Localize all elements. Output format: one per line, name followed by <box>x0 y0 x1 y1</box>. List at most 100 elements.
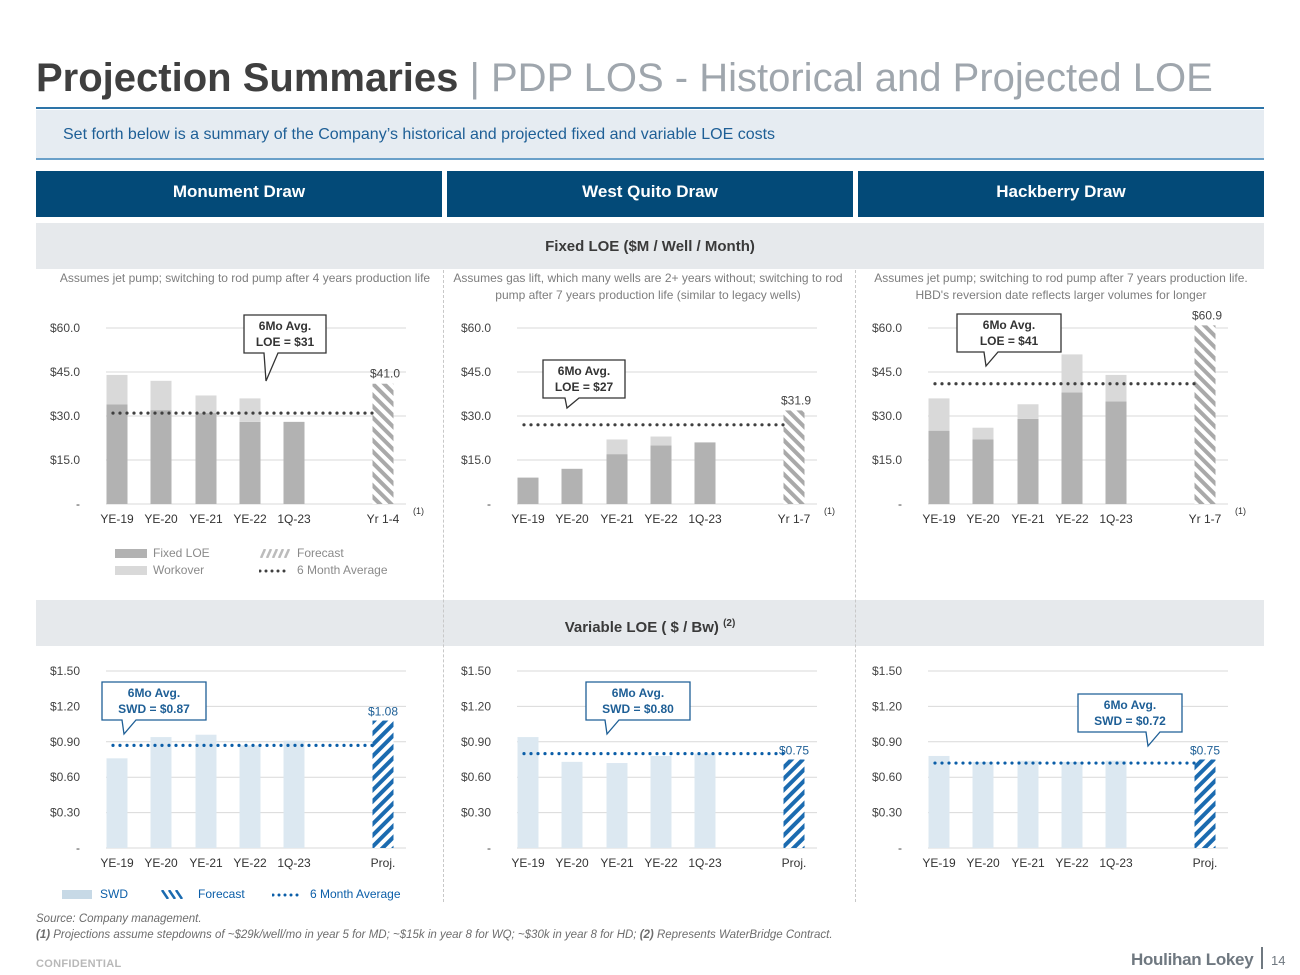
x-tick-label: YE-21 <box>600 512 634 526</box>
bar-forecast <box>372 383 394 504</box>
x-tick-label: YE-20 <box>144 856 178 870</box>
x-tick-label: 1Q-23 <box>1099 512 1133 526</box>
bar-fixed-loe <box>106 404 128 504</box>
y-tick-label: - <box>76 841 80 855</box>
note-hackberry: Assumes jet pump; switching to rod pump … <box>874 271 1248 302</box>
y-tick-label: $0.60 <box>872 770 902 784</box>
x-tick-label: YE-19 <box>922 512 956 526</box>
forecast-data-label: $60.9 <box>1192 308 1222 322</box>
bar-fixed-loe <box>239 421 261 504</box>
y-tick-label: $30.0 <box>461 409 491 423</box>
bar-workover <box>150 380 172 411</box>
y-tick-label: $0.90 <box>872 735 902 749</box>
bar-swd <box>928 755 950 848</box>
x-tick-label: YE-20 <box>144 512 178 526</box>
x-tick-label: YE-21 <box>600 856 634 870</box>
source-note: Source: Company management. <box>36 913 202 925</box>
x-tick-label: 1Q-23 <box>277 856 311 870</box>
bar-fixed-loe <box>650 445 672 504</box>
column-divider-2 <box>855 270 856 902</box>
avg-callout-title: 6Mo Avg. <box>259 319 311 333</box>
x-tick-label: YE-19 <box>100 856 134 870</box>
avg-callout-title: 6Mo Avg. <box>612 686 664 700</box>
forecast-data-label: $0.75 <box>779 744 809 758</box>
y-tick-label: $30.0 <box>872 409 902 423</box>
note-monument: Assumes jet pump; switching to rod pump … <box>59 271 431 285</box>
bar-swd <box>1061 761 1083 848</box>
y-tick-label: $45.0 <box>50 365 80 379</box>
forecast-data-label: $0.75 <box>1190 744 1220 758</box>
page-number: 14 <box>1271 953 1286 968</box>
footnote-2-text: Represents WaterBridge Contract. <box>653 929 833 941</box>
y-tick-label: $0.90 <box>50 735 80 749</box>
y-tick-label: $30.0 <box>50 409 80 423</box>
legend-workover-label: Workover <box>153 563 205 577</box>
page-title-main: Projection Summaries <box>36 56 459 100</box>
bar-workover <box>972 427 994 440</box>
bar-swd <box>195 734 217 848</box>
avg-callout: 6Mo Avg. LOE = $41 <box>956 313 1062 368</box>
title-rule <box>36 107 1264 109</box>
page-title-separator: | <box>458 56 491 100</box>
footnotes: (1) Projections assume stepdowns of ~$29… <box>36 929 833 941</box>
fixed-loe-band: Fixed LOE ($M / Well / Month) <box>36 223 1264 269</box>
y-tick-label: $1.20 <box>461 699 491 713</box>
footnote-2-mark: (2) <box>636 929 654 941</box>
bar-fixed-loe <box>606 454 628 504</box>
avg-callout: 6Mo Avg. SWD = $0.72 <box>1077 693 1183 748</box>
avg-callout-value: SWD = $0.87 <box>118 702 190 716</box>
x-tick-label: YE-21 <box>1011 512 1045 526</box>
avg-callout-value: LOE = $27 <box>555 380 614 394</box>
y-tick-label: $0.90 <box>461 735 491 749</box>
bar-workover <box>106 374 128 405</box>
legend-var-avg-swatch <box>272 893 304 897</box>
legend-var-forecast-swatch <box>160 890 184 899</box>
x-tick-label: YE-19 <box>511 856 545 870</box>
x-tick-label: YE-22 <box>644 512 678 526</box>
bar-swd <box>561 761 583 848</box>
avg-callout: 6Mo Avg. LOE = $27 <box>542 359 626 410</box>
bar-swd <box>1017 760 1039 848</box>
avg-callout-box <box>1077 693 1183 748</box>
y-tick-label: $15.0 <box>872 453 902 467</box>
y-tick-label: $45.0 <box>872 365 902 379</box>
avg-callout-value: LOE = $41 <box>980 334 1039 348</box>
x-tick-label: YE-22 <box>233 856 267 870</box>
bar-fixed-loe <box>694 442 716 504</box>
y-tick-label: - <box>487 497 491 511</box>
bar-workover <box>239 398 261 422</box>
bar-workover <box>1105 374 1127 402</box>
x-tick-label: YE-21 <box>189 512 223 526</box>
bar-workover <box>195 395 217 414</box>
x-tick-label: Proj. <box>371 856 396 870</box>
x-tick-label: 1Q-23 <box>1099 856 1133 870</box>
avg-callout-box <box>956 313 1062 368</box>
avg-callout-title: 6Mo Avg. <box>1104 698 1156 712</box>
y-tick-label: $0.30 <box>872 806 902 820</box>
bar-forecast <box>1194 759 1216 848</box>
legend-var-avg-label: 6 Month Average <box>310 887 401 901</box>
y-tick-label: - <box>487 841 491 855</box>
y-tick-label: $15.0 <box>461 453 491 467</box>
bar-fixed-loe <box>195 413 217 504</box>
forecast-data-label: $1.08 <box>368 705 398 719</box>
avg-callout-box <box>542 359 626 410</box>
y-tick-label: $1.20 <box>50 699 80 713</box>
legend-fixed-swatch <box>115 549 147 558</box>
avg-callout-title: 6Mo Avg. <box>558 364 610 378</box>
avg-callout-box <box>101 681 207 736</box>
x-tick-label: YE-21 <box>189 856 223 870</box>
avg-callout: 6Mo Avg. SWD = $0.87 <box>101 681 207 736</box>
x-tick-label: Yr 1-7 <box>1189 512 1222 526</box>
x-tick-label: YE-22 <box>1055 512 1089 526</box>
bar-forecast <box>1194 325 1216 504</box>
avg-callout-value: SWD = $0.72 <box>1094 714 1166 728</box>
bar-fixed-loe <box>1017 418 1039 504</box>
x-tick-label: YE-20 <box>555 512 589 526</box>
x-tick-label: YE-20 <box>966 512 1000 526</box>
y-tick-label: $1.50 <box>50 664 80 678</box>
bar-fixed-loe <box>1105 401 1127 504</box>
y-tick-label: $60.0 <box>50 321 80 335</box>
bar-forecast <box>783 410 805 504</box>
x-tick-footnote: (1) <box>1235 506 1246 516</box>
